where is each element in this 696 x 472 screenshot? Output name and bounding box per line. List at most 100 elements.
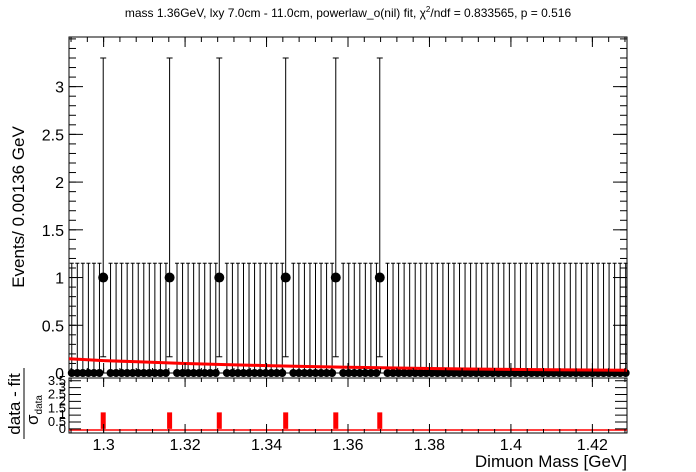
- y-tick-label: 3: [55, 80, 64, 97]
- error-bars: [69, 57, 629, 374]
- pull-ylabel-numerator: data - fit: [5, 373, 24, 435]
- data-point: [416, 369, 425, 377]
- pull-bars: [100, 412, 383, 429]
- data-point: [400, 369, 409, 377]
- data-point: [250, 369, 259, 377]
- data-point: [372, 369, 381, 377]
- data-point: [389, 369, 398, 377]
- data-point: [280, 272, 291, 283]
- data-point: [128, 369, 137, 377]
- chart-title-rest: /ndf = 0.833565, p = 0.516: [430, 6, 571, 20]
- data-point: [206, 369, 215, 377]
- data-point: [483, 369, 492, 377]
- data-point: [317, 369, 326, 377]
- x-axis-ticks-top: [70, 37, 626, 373]
- pull-y-ticks: 00.511.522.533.5: [48, 373, 627, 436]
- data-point: [444, 369, 453, 377]
- data-point: [499, 369, 508, 377]
- pull-ylabel-sub: data: [34, 395, 45, 415]
- data-point: [89, 369, 98, 377]
- data-point: [330, 272, 341, 283]
- y-axis-label: Events/ 0.00136 GeV: [9, 126, 28, 288]
- data-point: [510, 369, 519, 377]
- data-point: [272, 369, 281, 377]
- data-point: [178, 369, 187, 377]
- data-point: [278, 369, 287, 377]
- y-axis-ticks: 0 0.5 1 1.5 2 2.5 3: [42, 38, 627, 383]
- data-point: [344, 369, 353, 377]
- data-point: [494, 369, 503, 377]
- data-point: [433, 369, 442, 377]
- pull-y-tick-label: 3.5: [48, 373, 66, 388]
- data-point: [455, 369, 464, 377]
- y-tick-label: 1.5: [42, 223, 64, 240]
- pull-x-ticks: 1.3 1.32 1.34 1.36 1.38 1.4 1.42: [70, 378, 626, 454]
- x-axis-label: Dimuon Mass [GeV]: [475, 452, 627, 471]
- data-point: [161, 369, 170, 377]
- data-point: [374, 272, 385, 283]
- pull-ylabel-denominator: σdata: [23, 395, 45, 425]
- data-point: [355, 369, 364, 377]
- chart-title-main: mass 1.36GeV, lxy 7.0cm - 11.0cm, powerl…: [125, 6, 427, 20]
- data-point: [139, 369, 148, 377]
- data-point: [405, 369, 414, 377]
- data-point: [84, 369, 93, 377]
- pull-bar: [283, 412, 289, 429]
- data-point: [98, 272, 109, 283]
- data-point: [239, 369, 248, 377]
- data-point: [189, 369, 198, 377]
- data-point: [267, 369, 276, 377]
- data-point: [106, 369, 115, 377]
- pull-plot-panel: 00.511.522.533.51.3 1.32 1.34 1.36 1.38 1.4 1.…: [48, 373, 628, 454]
- chart-title: mass 1.36GeV, lxy 7.0cm - 11.0cm, powerl…: [125, 5, 572, 20]
- data-point: [156, 369, 165, 377]
- pull-bar: [100, 412, 106, 429]
- data-point: [112, 369, 121, 377]
- data-point: [245, 369, 254, 377]
- data-point: [438, 369, 447, 377]
- data-point: [95, 369, 104, 377]
- x-tick-label: 1.36: [332, 437, 363, 454]
- pull-bar: [216, 412, 222, 429]
- pull-bar: [377, 412, 383, 429]
- data-point: [145, 369, 154, 377]
- chart-title-sup: 2: [426, 5, 431, 14]
- data-point: [173, 369, 182, 377]
- x-tick-label: 1.42: [577, 437, 608, 454]
- pull-y-tick-label: 2: [59, 393, 66, 408]
- data-point: [214, 272, 225, 283]
- pull-bar: [167, 412, 173, 429]
- main-plot-frame: [68, 36, 628, 374]
- pull-y-tick-label: 2.5: [48, 387, 66, 402]
- y-tick-label: 2: [55, 175, 64, 192]
- pull-y-axis-label: data - fit σdata: [5, 368, 45, 439]
- pull-y-tick-label: 3: [59, 380, 66, 395]
- data-point: [300, 369, 309, 377]
- data-point: [477, 369, 486, 377]
- x-tick-label: 1.4: [500, 437, 522, 454]
- data-point: [322, 369, 331, 377]
- main-plot-panel: 0 0.5 1 1.5 2 2.5 3: [42, 36, 630, 383]
- data-point: [339, 369, 348, 377]
- data-point: [184, 369, 193, 377]
- y-tick-label: 2.5: [42, 127, 64, 144]
- data-point: [261, 369, 270, 377]
- data-point: [200, 369, 209, 377]
- data-point: [466, 369, 475, 377]
- pull-bar: [333, 412, 339, 429]
- data-point: [123, 369, 132, 377]
- data-point: [361, 369, 370, 377]
- data-point: [233, 369, 242, 377]
- pull-y-tick-label: 1.5: [48, 400, 66, 415]
- pull-y-tick-label: 0.5: [48, 414, 66, 429]
- data-point: [350, 369, 359, 377]
- pull-y-tick-label: 0: [59, 421, 66, 436]
- y-tick-label: 0.5: [42, 318, 64, 335]
- data-point: [211, 369, 220, 377]
- pull-y-tick-label: 1: [59, 407, 66, 422]
- data-point: [222, 369, 231, 377]
- data-point: [305, 369, 314, 377]
- x-tick-label: 1.38: [414, 437, 445, 454]
- data-point: [383, 369, 392, 377]
- data-point: [461, 369, 470, 377]
